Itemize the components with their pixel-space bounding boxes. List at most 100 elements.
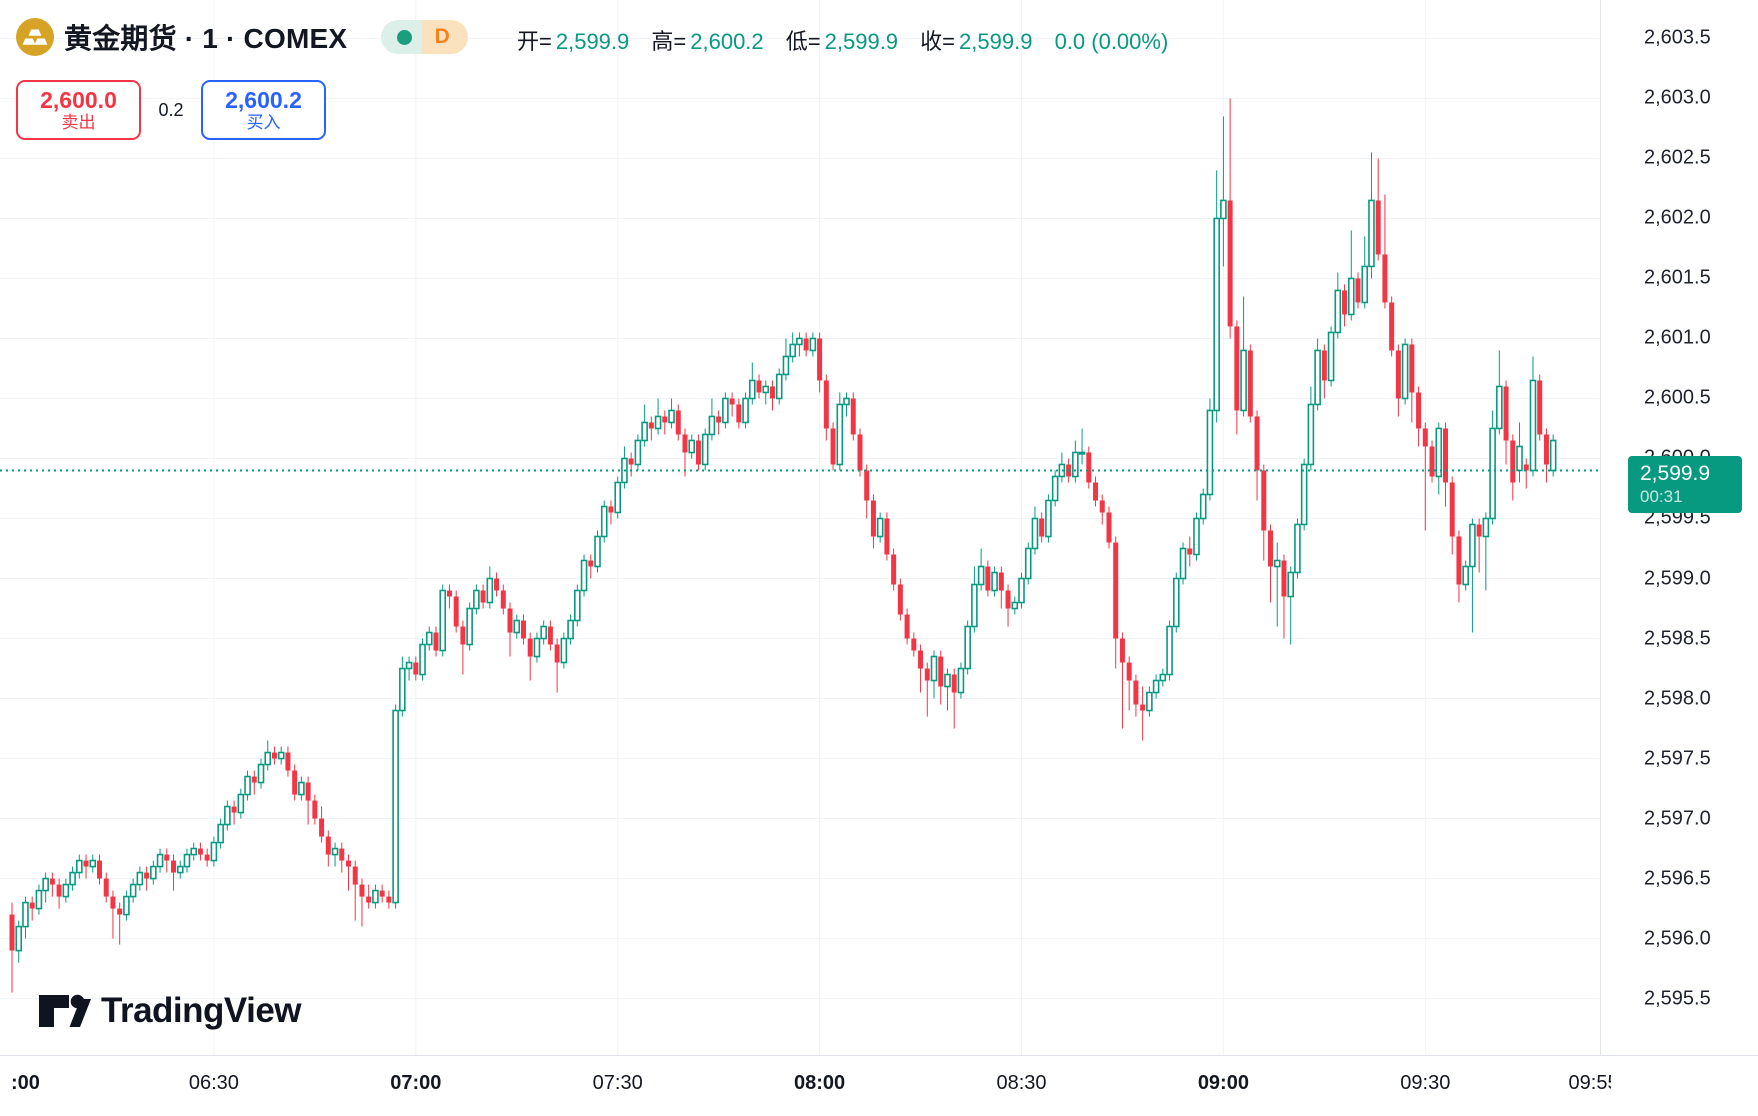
candle-body [42, 877, 49, 892]
candle-body [614, 481, 622, 514]
candle-body [1086, 452, 1092, 483]
candle-body [836, 403, 844, 466]
trade-panel: 2,600.0 卖出 0.2 2,600.2 买入 [16, 80, 326, 140]
candle-body [951, 674, 957, 693]
candle-body [231, 806, 237, 813]
symbol-title[interactable]: 黄金期货 · 1 · COMEX [64, 23, 348, 54]
candlestick-chart[interactable] [0, 0, 1600, 1055]
buy-button[interactable]: 2,600.2 买入 [201, 80, 326, 140]
time-tick-label: 09:55 [1568, 1072, 1611, 1094]
candle-body [1281, 560, 1287, 597]
candle-body [473, 589, 480, 610]
candle-body [352, 866, 358, 885]
candle-body [554, 644, 560, 663]
candle-body [789, 343, 796, 358]
candle-body [29, 902, 35, 909]
price-tick-label: 2,601.0 [1644, 326, 1711, 349]
sell-button[interactable]: 2,600.0 卖出 [16, 80, 141, 140]
candle-body [425, 631, 433, 646]
candle-body [257, 763, 265, 784]
candle-body [480, 590, 486, 603]
candle-body [224, 805, 231, 826]
candle-body [1045, 499, 1052, 538]
candle-body [366, 896, 372, 903]
candle-body [1234, 326, 1240, 411]
candle-body [668, 409, 675, 424]
price-tick-label: 2,596.0 [1644, 927, 1711, 950]
time-tick-label: :00 [11, 1072, 40, 1094]
price-axis[interactable]: 2,603.5 2,603.0 2,602.5 2,602.0 2,601.5 2,601… [1600, 0, 1758, 1055]
price-tick-label: 2,600.5 [1644, 386, 1711, 409]
market-open-dot-icon [397, 29, 413, 45]
candle-body [1482, 517, 1490, 538]
candle-body [1113, 542, 1119, 639]
interval-badge[interactable]: D [381, 20, 469, 54]
candle-body [486, 577, 494, 604]
candle-body [331, 847, 339, 856]
candle-body [1005, 590, 1011, 609]
price-tick-label: 2,603.0 [1644, 86, 1711, 109]
candle-body [600, 505, 608, 538]
candle-body [762, 385, 770, 394]
candle-body [608, 506, 614, 513]
price-tick-label: 2,602.0 [1644, 206, 1711, 229]
candle-body [305, 782, 311, 801]
candle-body [1247, 350, 1253, 417]
candle-body [998, 572, 1004, 591]
tradingview-logo-icon [39, 994, 91, 1027]
time-tick-label: 07:00 [390, 1072, 442, 1094]
candle-body [748, 379, 756, 400]
open-label: 开= [517, 29, 552, 54]
close-label: 收= [920, 29, 956, 54]
candle-body [756, 380, 762, 393]
candle-body [641, 421, 648, 442]
candle-body [736, 404, 742, 423]
candle-body [76, 859, 83, 874]
candle-body [742, 397, 749, 424]
time-axis[interactable]: :00 06:30 07:00 07:30 08:00 08:30 09:00 09:30 09… [0, 1055, 1758, 1116]
candle-body [1039, 518, 1045, 537]
candle-body [809, 337, 817, 352]
candle-body [156, 853, 164, 868]
current-price-label: 2,599.9 00:31 [1628, 455, 1742, 513]
interval-d-badge[interactable]: D [422, 20, 469, 54]
candle-body [1496, 385, 1503, 430]
high-value: 2,600.2 [690, 29, 764, 54]
current-price-value: 2,599.9 [1640, 461, 1711, 485]
candle-body [271, 752, 277, 759]
candle-body [628, 458, 634, 465]
candle-body [588, 560, 594, 567]
candle-body [460, 626, 466, 645]
candle-body [35, 889, 43, 910]
candle-body [144, 872, 150, 879]
candle-body [527, 638, 533, 657]
candle-body [817, 338, 823, 381]
candle-body [782, 355, 790, 376]
tradingview-logo[interactable]: TradingView [37, 988, 302, 1034]
candle-body [446, 590, 452, 597]
candle-body [136, 871, 144, 886]
candle-body [533, 637, 541, 658]
candle-body [399, 667, 406, 712]
candle-body [1179, 547, 1187, 580]
price-tick-label: 2,598.0 [1644, 687, 1711, 710]
candle-body [129, 883, 137, 898]
candle-body [977, 565, 985, 586]
candle-body [1099, 500, 1105, 513]
candle-body [1024, 547, 1032, 580]
candle-body [1031, 517, 1039, 550]
candle-body [176, 865, 184, 874]
candle-body [944, 673, 951, 688]
candle-body [237, 793, 245, 814]
time-tick-label: 07:30 [592, 1072, 643, 1094]
candle-body [1240, 349, 1247, 412]
candle-body [1140, 704, 1146, 711]
candle-body [864, 470, 870, 501]
candle-body [292, 770, 298, 795]
candle-body [1435, 427, 1443, 478]
candle-body [560, 637, 568, 664]
candle-body [204, 854, 210, 861]
candle-body [83, 860, 89, 867]
candle-body [1375, 200, 1381, 255]
candle-body [197, 848, 203, 855]
